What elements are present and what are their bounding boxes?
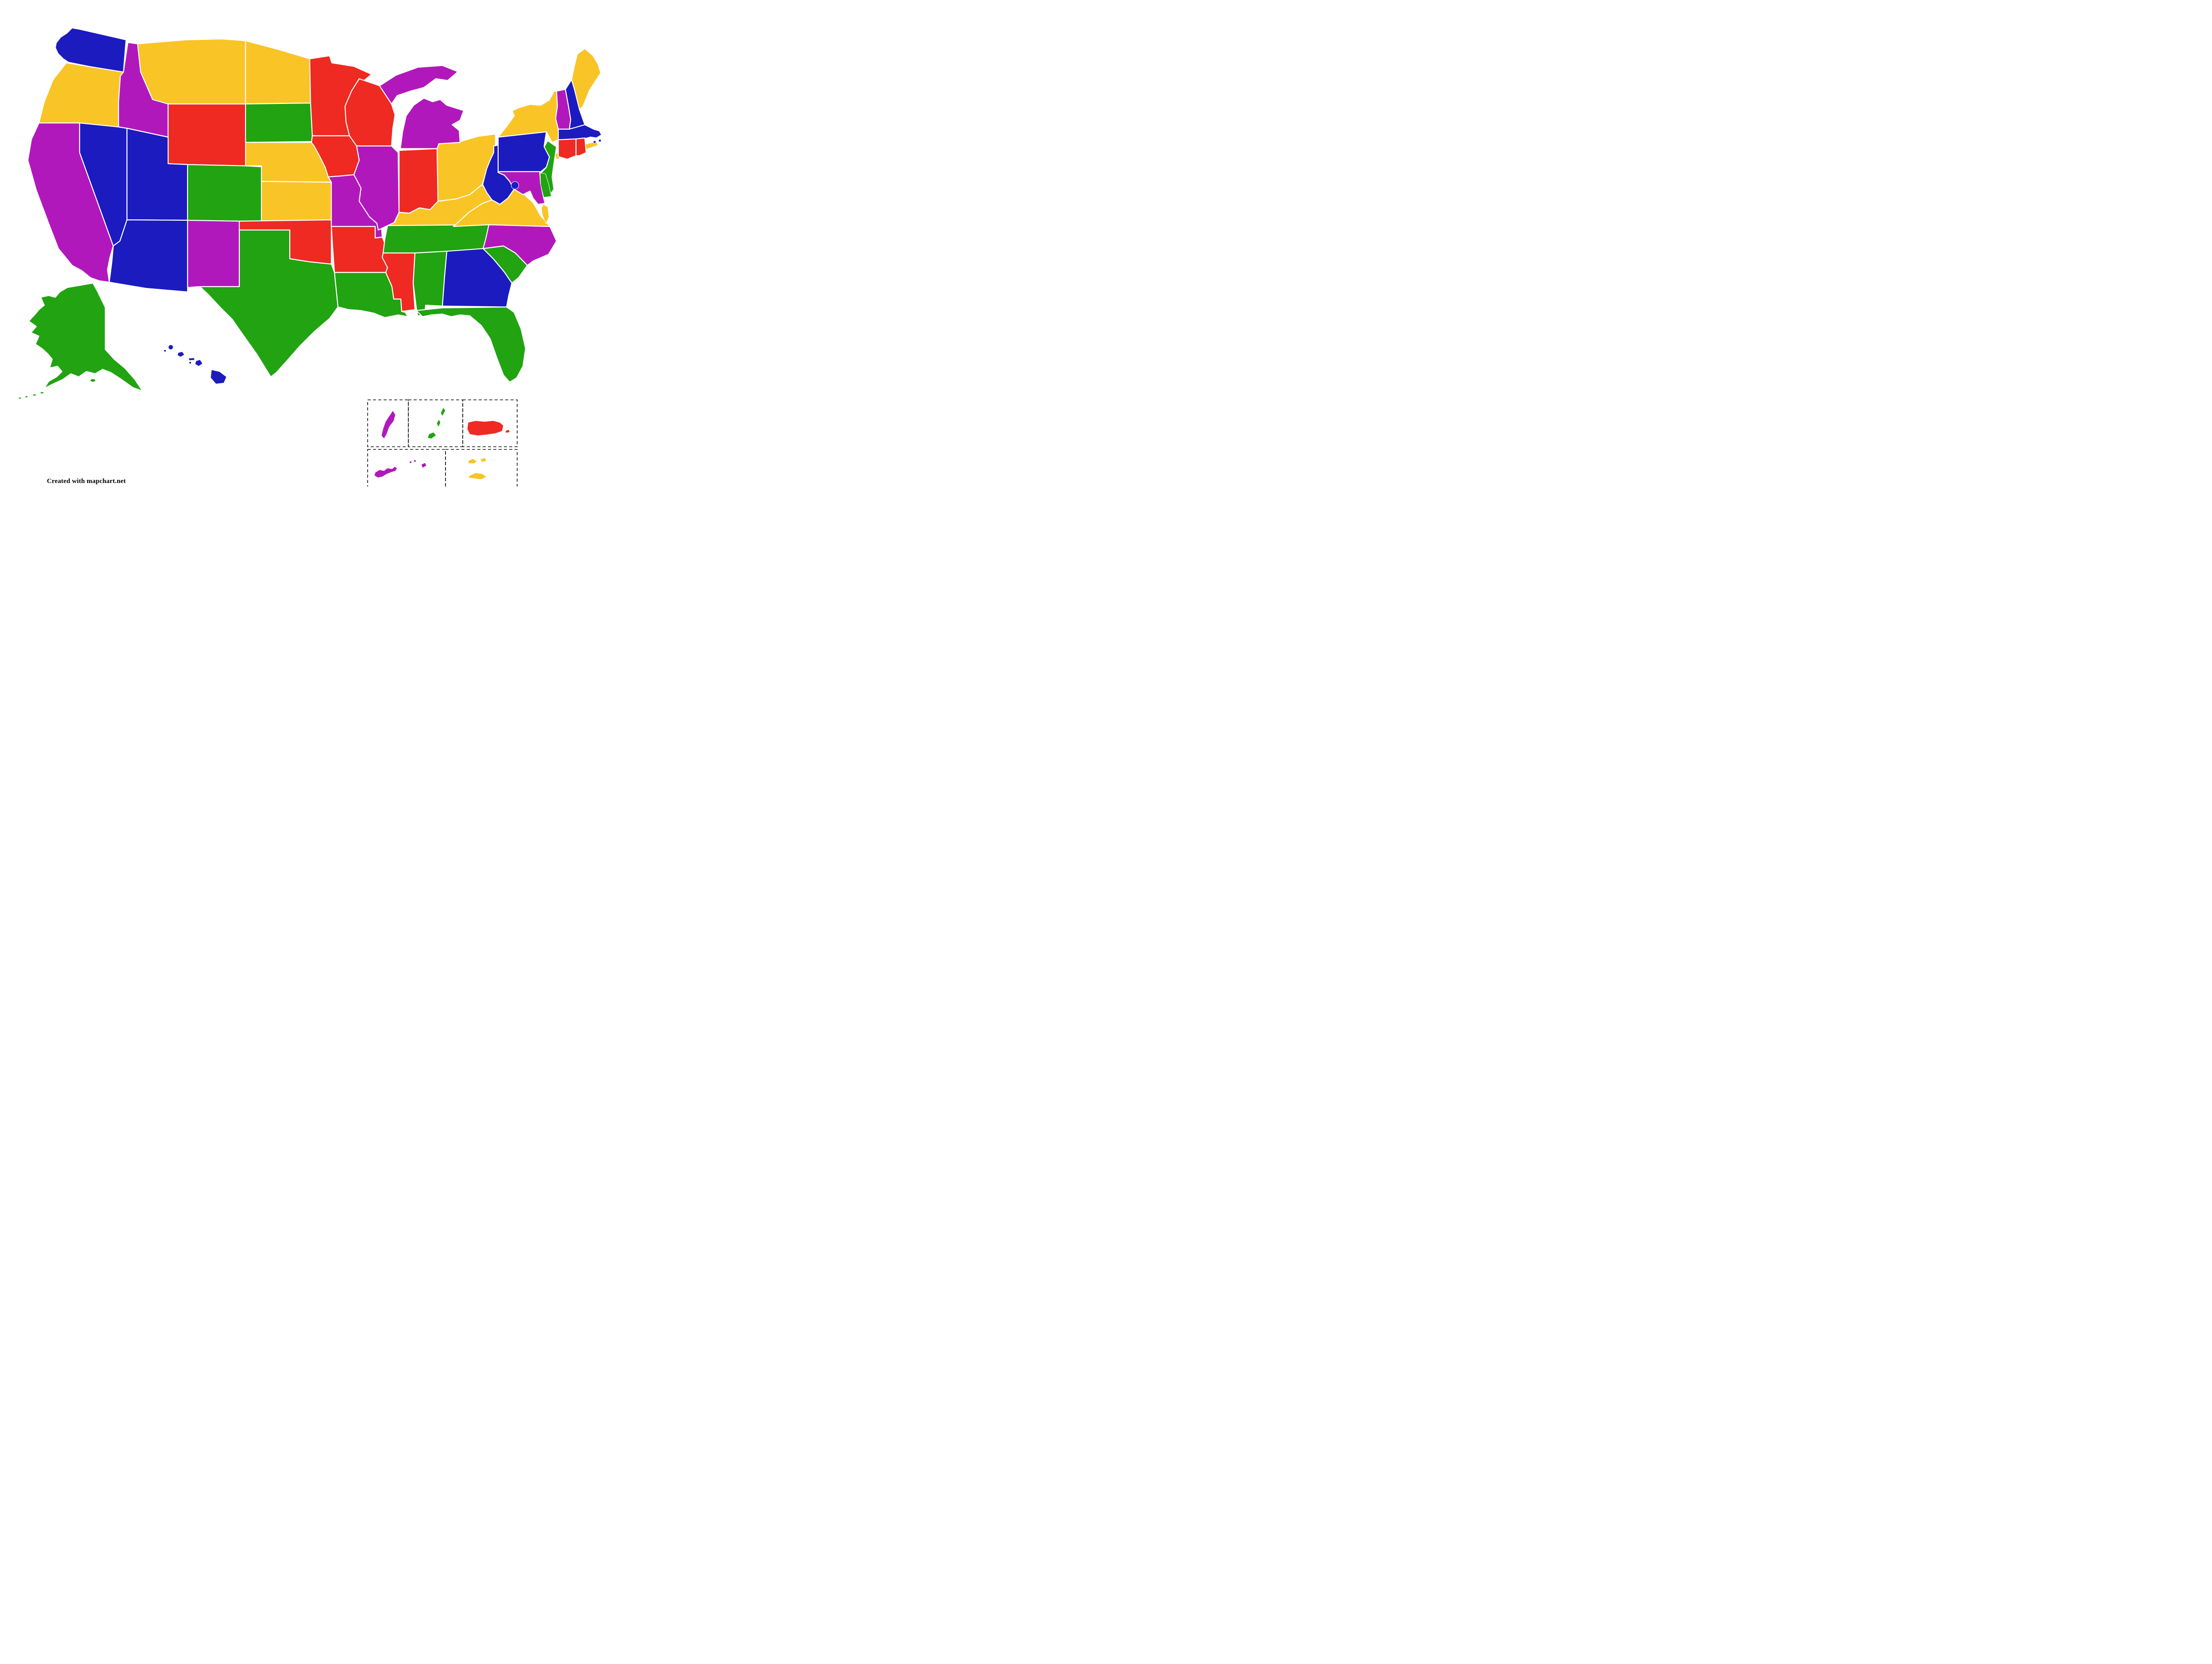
- territory-virgin-islands-st-thomas[interactable]: [468, 458, 477, 464]
- state-hawaii-oahu[interactable]: [177, 351, 185, 357]
- territory-american-samoa-ofu[interactable]: [409, 461, 412, 464]
- state-wisconsin[interactable]: [344, 78, 396, 147]
- state-colorado[interactable]: [187, 164, 262, 222]
- inset-box-american-samoa: [367, 449, 446, 487]
- state-alaska-aleutian-3[interactable]: [25, 395, 28, 398]
- us-states-map: [18, 27, 603, 487]
- state-alaska-aleutian-4[interactable]: [18, 397, 22, 399]
- state-new-mexico[interactable]: [187, 219, 240, 288]
- territory-american-samoa-tau[interactable]: [421, 462, 427, 468]
- state-connecticut[interactable]: [557, 138, 577, 160]
- state-texas[interactable]: [199, 229, 339, 378]
- state-alaska-kodiak-island[interactable]: [90, 379, 96, 382]
- territory-tinian[interactable]: [436, 419, 441, 428]
- state-massachusetts-island-1[interactable]: [593, 140, 596, 144]
- territory-saipan[interactable]: [440, 407, 446, 417]
- state-alabama[interactable]: [412, 250, 448, 317]
- territory-puerto-rico-vieques[interactable]: [505, 429, 511, 433]
- state-maine[interactable]: [571, 48, 602, 111]
- territory-virgin-islands-st-croix[interactable]: [468, 472, 487, 480]
- territory-american-samoa-olosega[interactable]: [414, 460, 416, 462]
- state-michigan-upper-peninsula[interactable]: [379, 65, 459, 105]
- state-wyoming[interactable]: [167, 103, 247, 167]
- state-hawaii-niihau[interactable]: [164, 349, 166, 352]
- state-hawaii-lanai[interactable]: [189, 361, 192, 364]
- inset-box-guam: [367, 399, 409, 447]
- state-florida[interactable]: [415, 306, 526, 383]
- state-hawaii-maui[interactable]: [195, 359, 203, 367]
- state-district-of-columbia-dot[interactable]: [511, 181, 519, 189]
- territory-guam[interactable]: [381, 410, 396, 439]
- state-hawaii-kauai[interactable]: [168, 345, 173, 350]
- inset-box-northern-mariana-islands: [408, 399, 463, 447]
- state-montana[interactable]: [137, 38, 246, 105]
- state-alaska-aleutian-2[interactable]: [32, 394, 37, 396]
- state-hawaii-big-island[interactable]: [210, 369, 227, 384]
- state-south-dakota[interactable]: [245, 102, 313, 143]
- state-north-dakota[interactable]: [245, 40, 311, 105]
- state-virginia[interactable]: [453, 188, 551, 227]
- state-indiana[interactable]: [398, 148, 439, 214]
- state-massachusetts-island-2[interactable]: [598, 139, 602, 142]
- territory-puerto-rico[interactable]: [467, 420, 504, 436]
- territory-rota[interactable]: [427, 432, 437, 439]
- state-alaska[interactable]: [28, 282, 143, 392]
- state-oregon[interactable]: [38, 62, 124, 128]
- state-pennsylvania[interactable]: [497, 131, 550, 173]
- state-virginia-eastern-shore[interactable]: [541, 204, 549, 224]
- inset-box-puerto-rico: [462, 399, 518, 447]
- territory-american-samoa-tutuila[interactable]: [374, 466, 398, 478]
- inset-box-us-virgin-islands: [445, 449, 518, 487]
- territory-virgin-islands-st-john[interactable]: [480, 457, 487, 463]
- state-alaska-aleutian-1[interactable]: [40, 391, 44, 394]
- state-rhode-island[interactable]: [575, 137, 587, 157]
- state-delaware[interactable]: [540, 173, 552, 198]
- state-hawaii-molokai[interactable]: [188, 357, 195, 361]
- state-north-carolina[interactable]: [482, 224, 557, 266]
- state-new-york[interactable]: [497, 90, 559, 143]
- attribution-text: Created with mapchart.net: [47, 478, 126, 485]
- state-kansas[interactable]: [261, 180, 332, 222]
- state-illinois[interactable]: [353, 145, 400, 231]
- state-michigan-lower[interactable]: [399, 97, 465, 150]
